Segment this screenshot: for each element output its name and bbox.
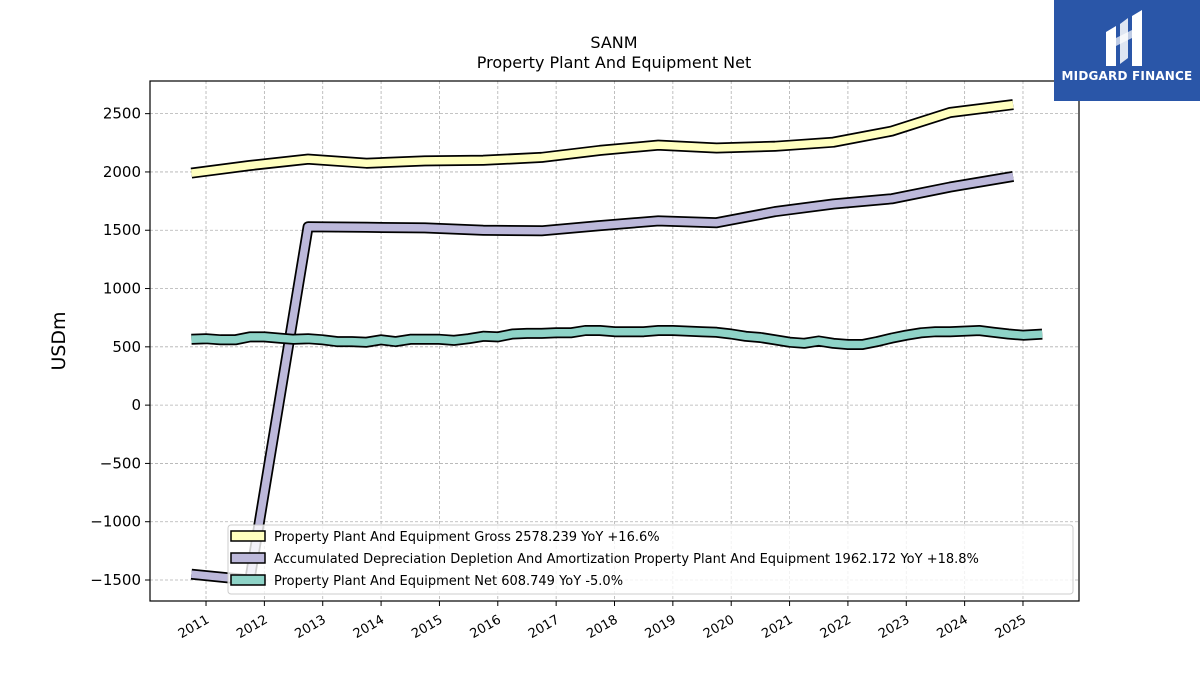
legend-box [227, 524, 1074, 595]
x-tick-label: 2016 [468, 612, 504, 642]
y-tick-label: 1500 [103, 221, 141, 239]
legend-label-gross: Property Plant And Equipment Gross 2578.… [274, 530, 660, 545]
legend: Property Plant And Equipment Gross 2578.… [227, 524, 1074, 595]
x-tick-label: 2021 [759, 612, 795, 642]
x-tick-label: 2013 [293, 612, 329, 642]
x-tick-label: 2020 [701, 612, 737, 642]
legend-swatch-gross [230, 530, 266, 542]
y-tick-label: −1000 [90, 513, 141, 531]
legend-swatch-depreciation [230, 552, 266, 564]
chart-subtitle: Property Plant And Equipment Net [477, 53, 752, 72]
chart-title: SANM [590, 33, 637, 52]
series-line-net [191, 326, 1043, 349]
x-tick-label: 2017 [526, 612, 562, 642]
midgard-finance-logo: MIDGARD FINANCE [1054, 0, 1200, 101]
midgard-finance-logo-icon [1106, 10, 1142, 66]
series-line-depreciation [191, 172, 1014, 584]
x-axis: 2011 2012 2013 2014 2015 2016 2017 2018 2019 2020… [176, 601, 1029, 642]
x-tick-label: 2018 [584, 612, 620, 642]
y-axis: −1500 −1000 −500 0 500 1000 1500 2000 2500 [90, 105, 150, 589]
legend-swatch-net [230, 574, 266, 586]
x-tick-label: 2022 [818, 612, 854, 642]
y-tick-label: 2000 [103, 163, 141, 181]
x-tick-label: 2025 [993, 612, 1029, 642]
logo-wordmark: MIDGARD FINANCE [1061, 69, 1193, 83]
y-tick-label: −500 [100, 454, 141, 472]
legend-label-depreciation: Accumulated Depreciation Depletion And A… [274, 552, 979, 567]
y-tick-label: 1000 [103, 280, 141, 298]
y-tick-label: 500 [112, 338, 141, 356]
legend-label-net: Property Plant And Equipment Net 608.749… [274, 574, 623, 589]
x-tick-label: 2015 [409, 612, 445, 642]
y-tick-label: 0 [131, 396, 141, 414]
series-layer [190, 99, 1043, 586]
x-tick-label: 2023 [876, 612, 912, 642]
x-tick-label: 2014 [351, 612, 387, 642]
y-tick-label: 2500 [103, 105, 141, 123]
y-tick-label: −1500 [90, 571, 141, 589]
series-line-depreciation-outline [190, 170, 1015, 586]
y-axis-label: USDm [48, 311, 70, 370]
x-tick-label: 2019 [643, 612, 679, 642]
x-tick-label: 2011 [176, 612, 212, 642]
x-tick-label: 2012 [234, 612, 270, 642]
x-tick-label: 2024 [934, 612, 970, 642]
series-line-gross [190, 100, 1014, 177]
